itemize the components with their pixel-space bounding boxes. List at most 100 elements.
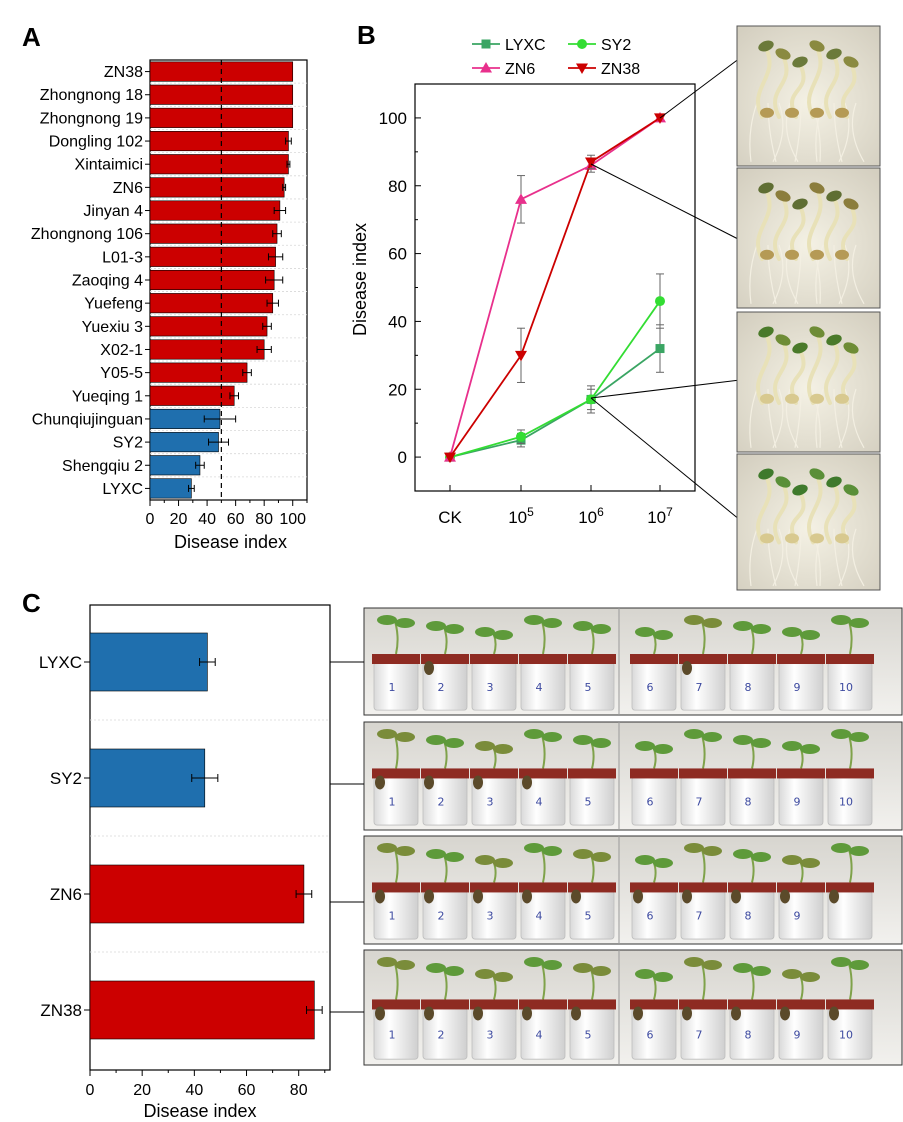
plant-leaf xyxy=(702,732,722,742)
pot-number: 2 xyxy=(438,910,445,923)
leaf xyxy=(792,342,808,354)
pot-number: 4 xyxy=(536,681,543,694)
pot-number: 6 xyxy=(647,796,654,809)
x-tick-label: 80 xyxy=(290,1082,308,1099)
wilted-leaf xyxy=(633,889,643,904)
legend-marker-lyxc xyxy=(481,39,491,49)
plant-leaf xyxy=(542,732,562,742)
bar-zhongnong-106 xyxy=(149,223,278,244)
plant-leaf xyxy=(782,741,802,751)
pot-number: 4 xyxy=(536,796,543,809)
root xyxy=(833,528,843,587)
y-tick-label-zhongnong-106: Zhongnong 106 xyxy=(31,226,143,243)
x-tick-label: 40 xyxy=(198,511,216,528)
plant-leaf xyxy=(426,621,446,631)
pot-rim xyxy=(519,768,567,779)
plant-leaf xyxy=(653,972,673,982)
plant-leaf xyxy=(782,969,802,979)
root xyxy=(833,388,843,448)
pot-body xyxy=(520,661,566,711)
wilted-leaf xyxy=(829,889,839,904)
cotyledon xyxy=(835,107,849,118)
root xyxy=(833,244,843,304)
pot-body xyxy=(631,776,677,826)
panel-label-a: A xyxy=(22,22,41,52)
pot-rim xyxy=(568,882,616,893)
cotyledon xyxy=(835,393,849,404)
stem xyxy=(824,482,840,545)
plant-leaf xyxy=(849,732,869,742)
plant-leaf xyxy=(395,960,415,970)
wilted-leaf xyxy=(473,889,483,904)
y-tick-label-zn38: ZN38 xyxy=(40,1001,82,1020)
wilted-leaf xyxy=(473,775,483,790)
pot-rim xyxy=(679,654,727,665)
leaf xyxy=(758,182,774,194)
root xyxy=(749,102,758,162)
plant-leaf xyxy=(751,966,771,976)
pot-number: 7 xyxy=(696,1029,703,1042)
y-tick-label: 0 xyxy=(398,448,407,467)
point-zn6 xyxy=(515,193,527,204)
root xyxy=(767,244,777,304)
pot-photo-row-3: 1 2 3 4 5 6 7 8 9 xyxy=(363,835,903,945)
stem xyxy=(773,340,789,405)
x-tick-label: 60 xyxy=(238,1082,256,1099)
pot-rim xyxy=(470,654,518,665)
pot-number: 9 xyxy=(794,796,801,809)
pot-rim xyxy=(777,768,825,779)
plant-leaf xyxy=(444,738,464,748)
leaf xyxy=(758,468,774,480)
y-tick-label: 80 xyxy=(388,177,407,196)
point-zn38 xyxy=(444,452,456,464)
series-line-zn38 xyxy=(449,117,661,458)
pot-rim xyxy=(568,654,616,665)
root xyxy=(851,528,865,587)
plant-leaf xyxy=(782,627,802,637)
bar-x02-1 xyxy=(149,339,265,360)
root xyxy=(772,244,784,305)
root xyxy=(794,102,802,162)
pot-number: 1 xyxy=(389,681,396,694)
plant-leaf xyxy=(524,957,544,967)
seedling-photos xyxy=(736,25,881,591)
cotyledon xyxy=(835,249,849,260)
y-tick-label-zn6: ZN6 xyxy=(50,885,82,904)
plant-leaf xyxy=(635,627,655,637)
pot-photo-row-1: 1 2 3 4 5 6 7 8 9 10 xyxy=(363,607,903,716)
pot-rim xyxy=(372,999,420,1010)
pot-rim xyxy=(679,768,727,779)
plant-leaf xyxy=(849,960,869,970)
plant-leaf xyxy=(573,963,593,973)
pot-number: 8 xyxy=(745,796,752,809)
bar-zaoqing-4 xyxy=(149,269,275,291)
wilted-leaf xyxy=(731,889,741,904)
y-tick-label-zaoqing-4: Zaoqing 4 xyxy=(72,273,143,290)
y-tick-label-yueqing-1: Yueqing 1 xyxy=(72,388,143,405)
bar-xintaimici xyxy=(149,154,289,175)
y-tick-label-lyxc: LYXC xyxy=(102,481,143,498)
y-tick-label-zn38: ZN38 xyxy=(104,64,143,81)
pot-rim xyxy=(826,882,874,893)
cotyledon xyxy=(785,249,799,260)
y-tick-label: 60 xyxy=(388,245,407,264)
leaf xyxy=(775,48,791,60)
plant-leaf xyxy=(800,630,820,640)
plant-leaf xyxy=(444,852,464,862)
pot-rim xyxy=(470,999,518,1010)
y-tick-label-zn6: ZN6 xyxy=(113,180,143,197)
cotyledon xyxy=(810,533,824,544)
pot-number: 4 xyxy=(536,1029,543,1042)
pot-rim xyxy=(826,768,874,779)
root xyxy=(785,388,799,449)
pot-number: 5 xyxy=(585,1029,592,1042)
plant-leaf xyxy=(475,627,495,637)
root xyxy=(851,244,865,305)
x-axis-label-a: Disease index xyxy=(174,532,287,552)
pot-number: 3 xyxy=(487,796,494,809)
pot-rim xyxy=(519,882,567,893)
plant-leaf xyxy=(849,618,869,628)
plot-frame-c xyxy=(89,604,331,1071)
root xyxy=(772,388,784,449)
pot-number: 4 xyxy=(536,910,543,923)
